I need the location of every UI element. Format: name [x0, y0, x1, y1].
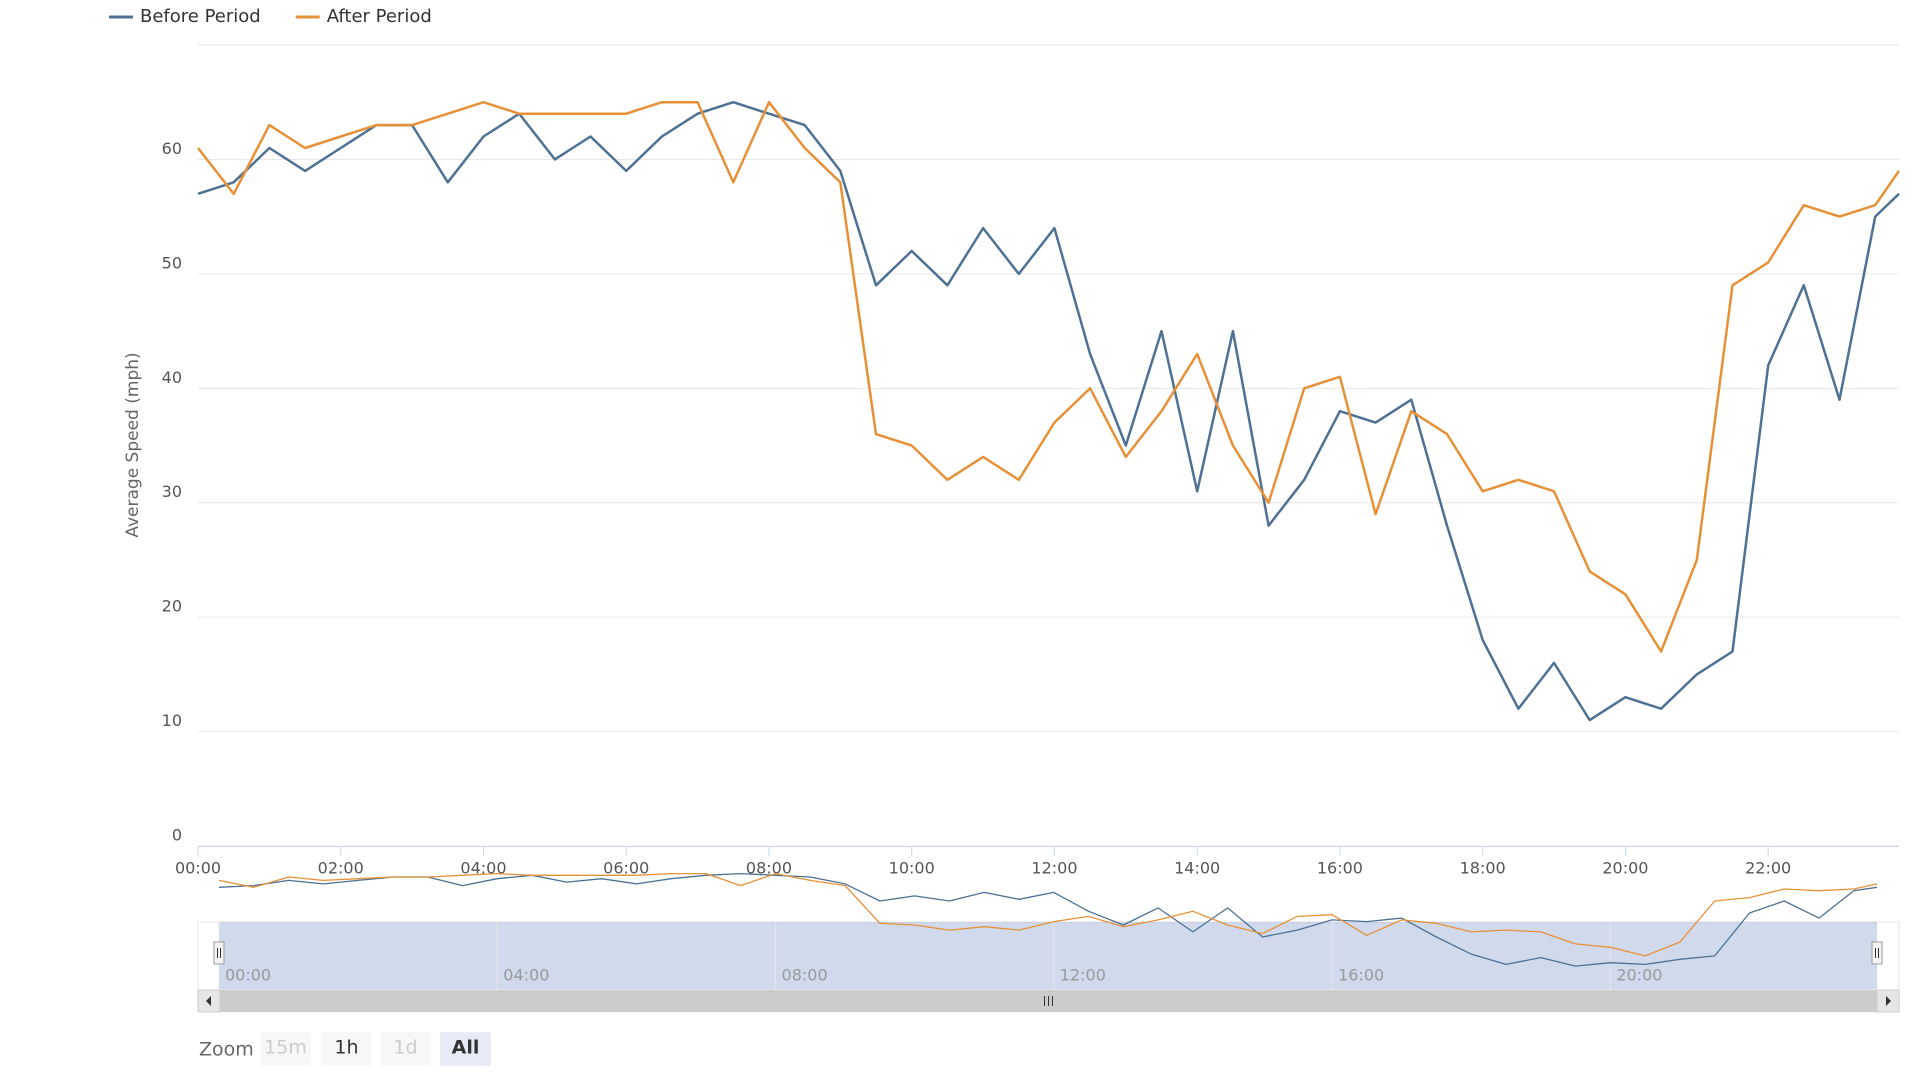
scroll-grip	[1044, 996, 1053, 1006]
series-line	[197, 100, 1900, 722]
navigator-handle[interactable]	[1871, 941, 1883, 965]
y-tick-label: 0	[172, 826, 182, 845]
x-tick-label: 00:00	[175, 859, 221, 878]
x-tick-label: 04:00	[460, 859, 506, 878]
y-tick-label: 40	[162, 368, 182, 387]
navigator-tick-label: 12:00	[1060, 966, 1106, 985]
scroll-arrow	[206, 996, 211, 1006]
x-tick-label: 22:00	[1745, 859, 1791, 878]
navigator-bg	[197, 921, 1900, 991]
handle-grip	[217, 948, 221, 958]
x-tick-label: 06:00	[603, 859, 649, 878]
x-tick-label: 16:00	[1317, 859, 1363, 878]
zoom-button[interactable]	[321, 1032, 372, 1066]
y-tick-label: 60	[162, 139, 182, 158]
zoom-button	[380, 1032, 431, 1066]
y-tick-label: 10	[162, 711, 182, 730]
zoom-label: Zoom	[199, 1039, 254, 1061]
navigator-line	[218, 872, 1878, 957]
scroll-arrow	[1886, 996, 1891, 1006]
navigator-tick-label: 04:00	[503, 966, 549, 985]
zoom-button	[260, 1032, 311, 1066]
y-tick-label: 50	[162, 253, 182, 272]
x-tick-label: 20:00	[1602, 859, 1648, 878]
zoom-button-label[interactable]: 1h	[334, 1037, 358, 1059]
zoom-button[interactable]	[440, 1032, 491, 1066]
x-tick-label: 14:00	[1174, 859, 1220, 878]
series-line	[197, 100, 1901, 653]
y-axis-title: Average Speed (mph)	[123, 352, 143, 537]
zoom-button-label[interactable]: All	[452, 1037, 480, 1059]
y-tick-label: 20	[162, 597, 182, 616]
navigator-tick-label: 20:00	[1616, 966, 1662, 985]
navigator-mask	[219, 922, 1877, 990]
legend-label[interactable]: Before Period	[140, 6, 261, 27]
handle-grip	[1875, 948, 1879, 958]
legend-label[interactable]: After Period	[327, 6, 432, 27]
x-tick-label: 18:00	[1460, 859, 1506, 878]
navigator-tick-label: 00:00	[225, 966, 271, 985]
x-tick-label: 12:00	[1031, 859, 1077, 878]
navigator-handle[interactable]	[213, 941, 225, 965]
y-tick-label: 30	[162, 482, 182, 501]
navigator-tick-label: 08:00	[782, 966, 828, 985]
zoom-button-label: 15m	[264, 1037, 307, 1059]
x-tick-label: 10:00	[889, 859, 935, 878]
zoom-button-label: 1d	[393, 1037, 417, 1059]
navigator-tick-label: 16:00	[1338, 966, 1384, 985]
x-tick-label: 02:00	[318, 859, 364, 878]
x-tick-label: 08:00	[746, 859, 792, 878]
navigator-line	[218, 872, 1878, 967]
